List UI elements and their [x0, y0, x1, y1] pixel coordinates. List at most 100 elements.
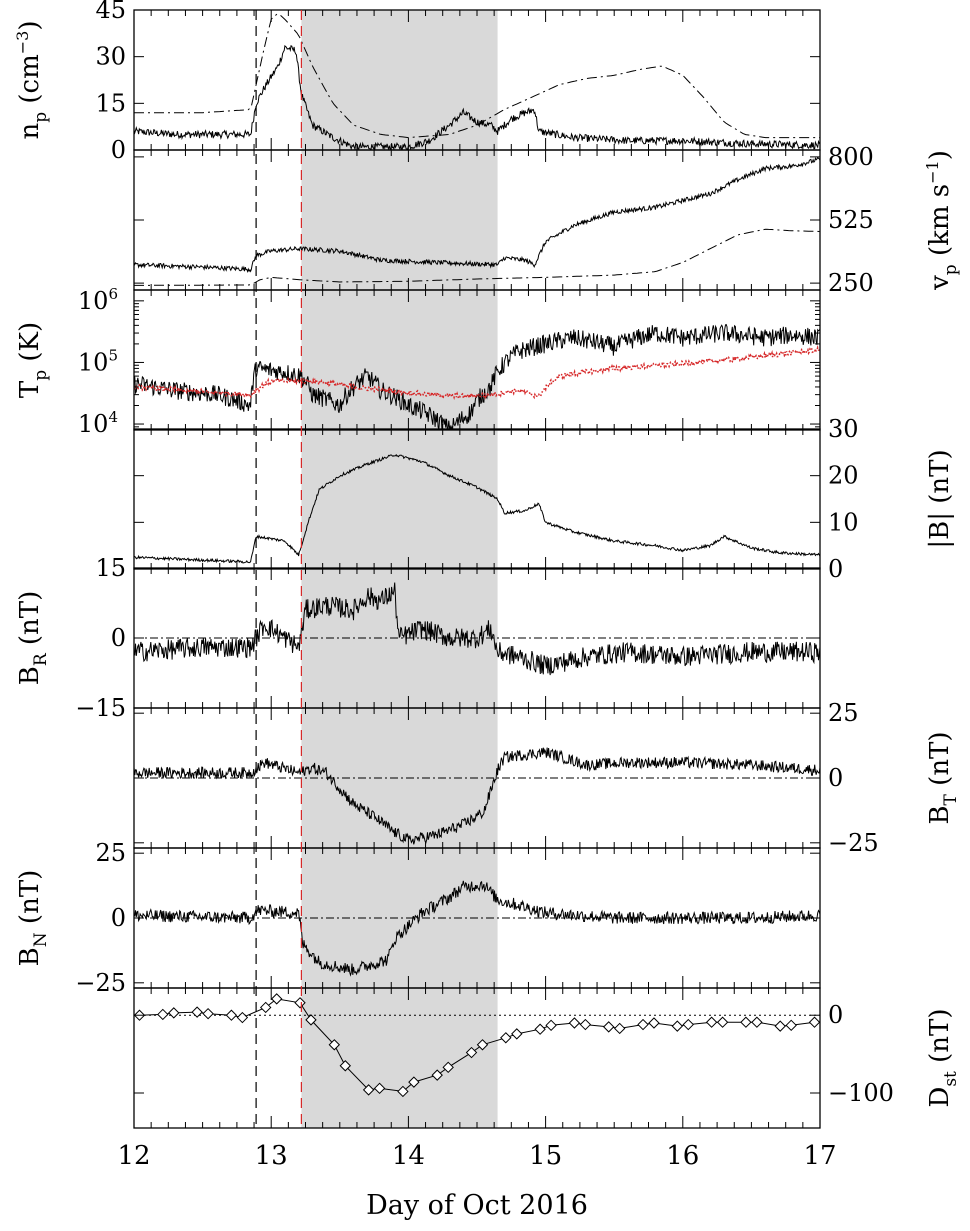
series-line-tp-1 — [134, 345, 820, 401]
data-point-marker — [568, 1017, 581, 1029]
label-exp: −3 — [13, 31, 32, 55]
x-tick-label: 13 — [255, 1141, 288, 1171]
y-tick-label: −100 — [828, 1079, 894, 1107]
y-tick-label: 525 — [828, 206, 874, 234]
label-main: n — [15, 123, 45, 140]
label-sub: R — [31, 652, 51, 666]
data-point-marker — [168, 1007, 180, 1019]
label-units: (nT) — [925, 731, 955, 794]
label-main: B — [925, 805, 955, 824]
y-tick-label: 106 — [78, 285, 118, 315]
data-point-marker — [511, 1028, 523, 1040]
y-tick-label: −25 — [828, 829, 879, 857]
tick-exponent: 6 — [108, 285, 118, 303]
data-point-marker — [260, 1001, 272, 1014]
label-units: (cm — [15, 54, 45, 112]
series-line-b-0 — [134, 453, 820, 564]
data-point-marker — [682, 1018, 694, 1031]
label-sub: p — [941, 264, 961, 275]
y-tick-label: −15 — [75, 694, 126, 722]
data-point-marker — [648, 1017, 660, 1029]
series-line-vp-1 — [134, 228, 820, 286]
label-sub: N — [31, 932, 51, 947]
data-point-marker — [613, 1022, 626, 1035]
data-point-marker — [397, 1085, 409, 1098]
x-tick-label: 16 — [666, 1141, 699, 1171]
label-close: ) — [925, 150, 955, 160]
panel-dst: −100 0 Dst (nT) — [133, 987, 961, 1129]
label-units: (nT) — [925, 449, 955, 512]
axis-label-dst: Dst (nT) — [925, 1008, 961, 1107]
y-tick-label: 0 — [828, 1001, 843, 1029]
data-point-marker — [191, 1006, 203, 1018]
axis-label-tp: Tp (K) — [15, 322, 51, 398]
series-line-br-0 — [134, 582, 820, 676]
data-point-marker — [373, 1082, 386, 1095]
data-point-marker — [705, 1016, 718, 1028]
data-point-marker — [579, 1018, 592, 1031]
data-point-marker — [545, 1019, 557, 1032]
axis-label-np: np (cm−3) — [13, 20, 51, 139]
y-tick-label: 15 — [95, 89, 126, 117]
data-point-marker — [774, 1020, 786, 1032]
label-units: (km s — [925, 184, 955, 264]
series-line-np-1 — [134, 13, 820, 139]
data-point-marker — [751, 1016, 763, 1028]
data-point-marker — [671, 1020, 684, 1032]
data-point-marker — [740, 1016, 752, 1028]
y-tick-label: 45 — [95, 0, 126, 24]
y-tick-label: 10 — [828, 508, 859, 536]
label-main: B — [15, 947, 45, 966]
data-point-marker — [236, 1011, 249, 1024]
label-units: (nT) — [15, 870, 45, 933]
data-point-marker — [362, 1084, 375, 1096]
data-point-marker — [431, 1069, 443, 1081]
axis-label-b: |B| (nT) — [925, 449, 955, 548]
data-point-marker — [476, 1039, 489, 1051]
data-point-marker — [305, 1014, 317, 1026]
tick-exponent: 5 — [108, 346, 118, 364]
data-point-marker — [408, 1076, 420, 1088]
x-tick-label: 14 — [392, 1141, 425, 1171]
series-line-dst-0 — [139, 998, 815, 1092]
panel-vp: 250 525 800 vp (km s−1) — [133, 143, 961, 297]
y-tick-label: 250 — [828, 269, 874, 297]
data-point-marker — [339, 1060, 351, 1072]
data-point-marker — [202, 1007, 214, 1020]
tick-base: 10 — [78, 287, 109, 315]
label-units: (nT) — [15, 591, 45, 654]
tick-base: 10 — [78, 410, 109, 438]
data-point-marker — [465, 1046, 478, 1059]
tick-base: 10 — [78, 348, 109, 376]
label-units: (K) — [15, 322, 45, 370]
axis-label-br: BR (nT) — [15, 591, 51, 686]
x-axis-label: Day of Oct 2016 — [366, 1190, 588, 1221]
y-tick-label: 0 — [111, 624, 126, 652]
y-tick-label: 15 — [95, 554, 126, 582]
label-units: (nT) — [925, 1008, 955, 1071]
label-close: ) — [15, 20, 45, 30]
label-main: B — [15, 666, 45, 685]
data-point-marker — [225, 1009, 238, 1021]
y-tick-label: 104 — [78, 408, 118, 438]
panel-b: 0 10 20 30 |B| (nT) — [133, 415, 955, 583]
label-main: |B| — [925, 512, 955, 549]
y-tick-label: 30 — [828, 415, 859, 443]
tick-exponent: 4 — [108, 408, 118, 426]
data-point-marker — [157, 1008, 169, 1021]
axis-label-bt: BT (nT) — [925, 731, 961, 824]
label-main: D — [925, 1087, 955, 1108]
data-point-marker — [328, 1039, 341, 1051]
axis-label-vp: vp (km s−1) — [923, 150, 961, 291]
y-tick-label: 20 — [828, 462, 859, 490]
data-point-marker — [442, 1061, 454, 1074]
data-point-marker — [637, 1018, 649, 1031]
data-point-marker — [534, 1023, 546, 1035]
x-tick-label: 17 — [803, 1141, 836, 1171]
data-point-marker — [716, 1016, 729, 1028]
series-line-vp-0 — [134, 156, 820, 273]
y-tick-label: −25 — [75, 969, 126, 997]
panel-bt: −25 0 25 BT (nT) — [133, 699, 961, 857]
